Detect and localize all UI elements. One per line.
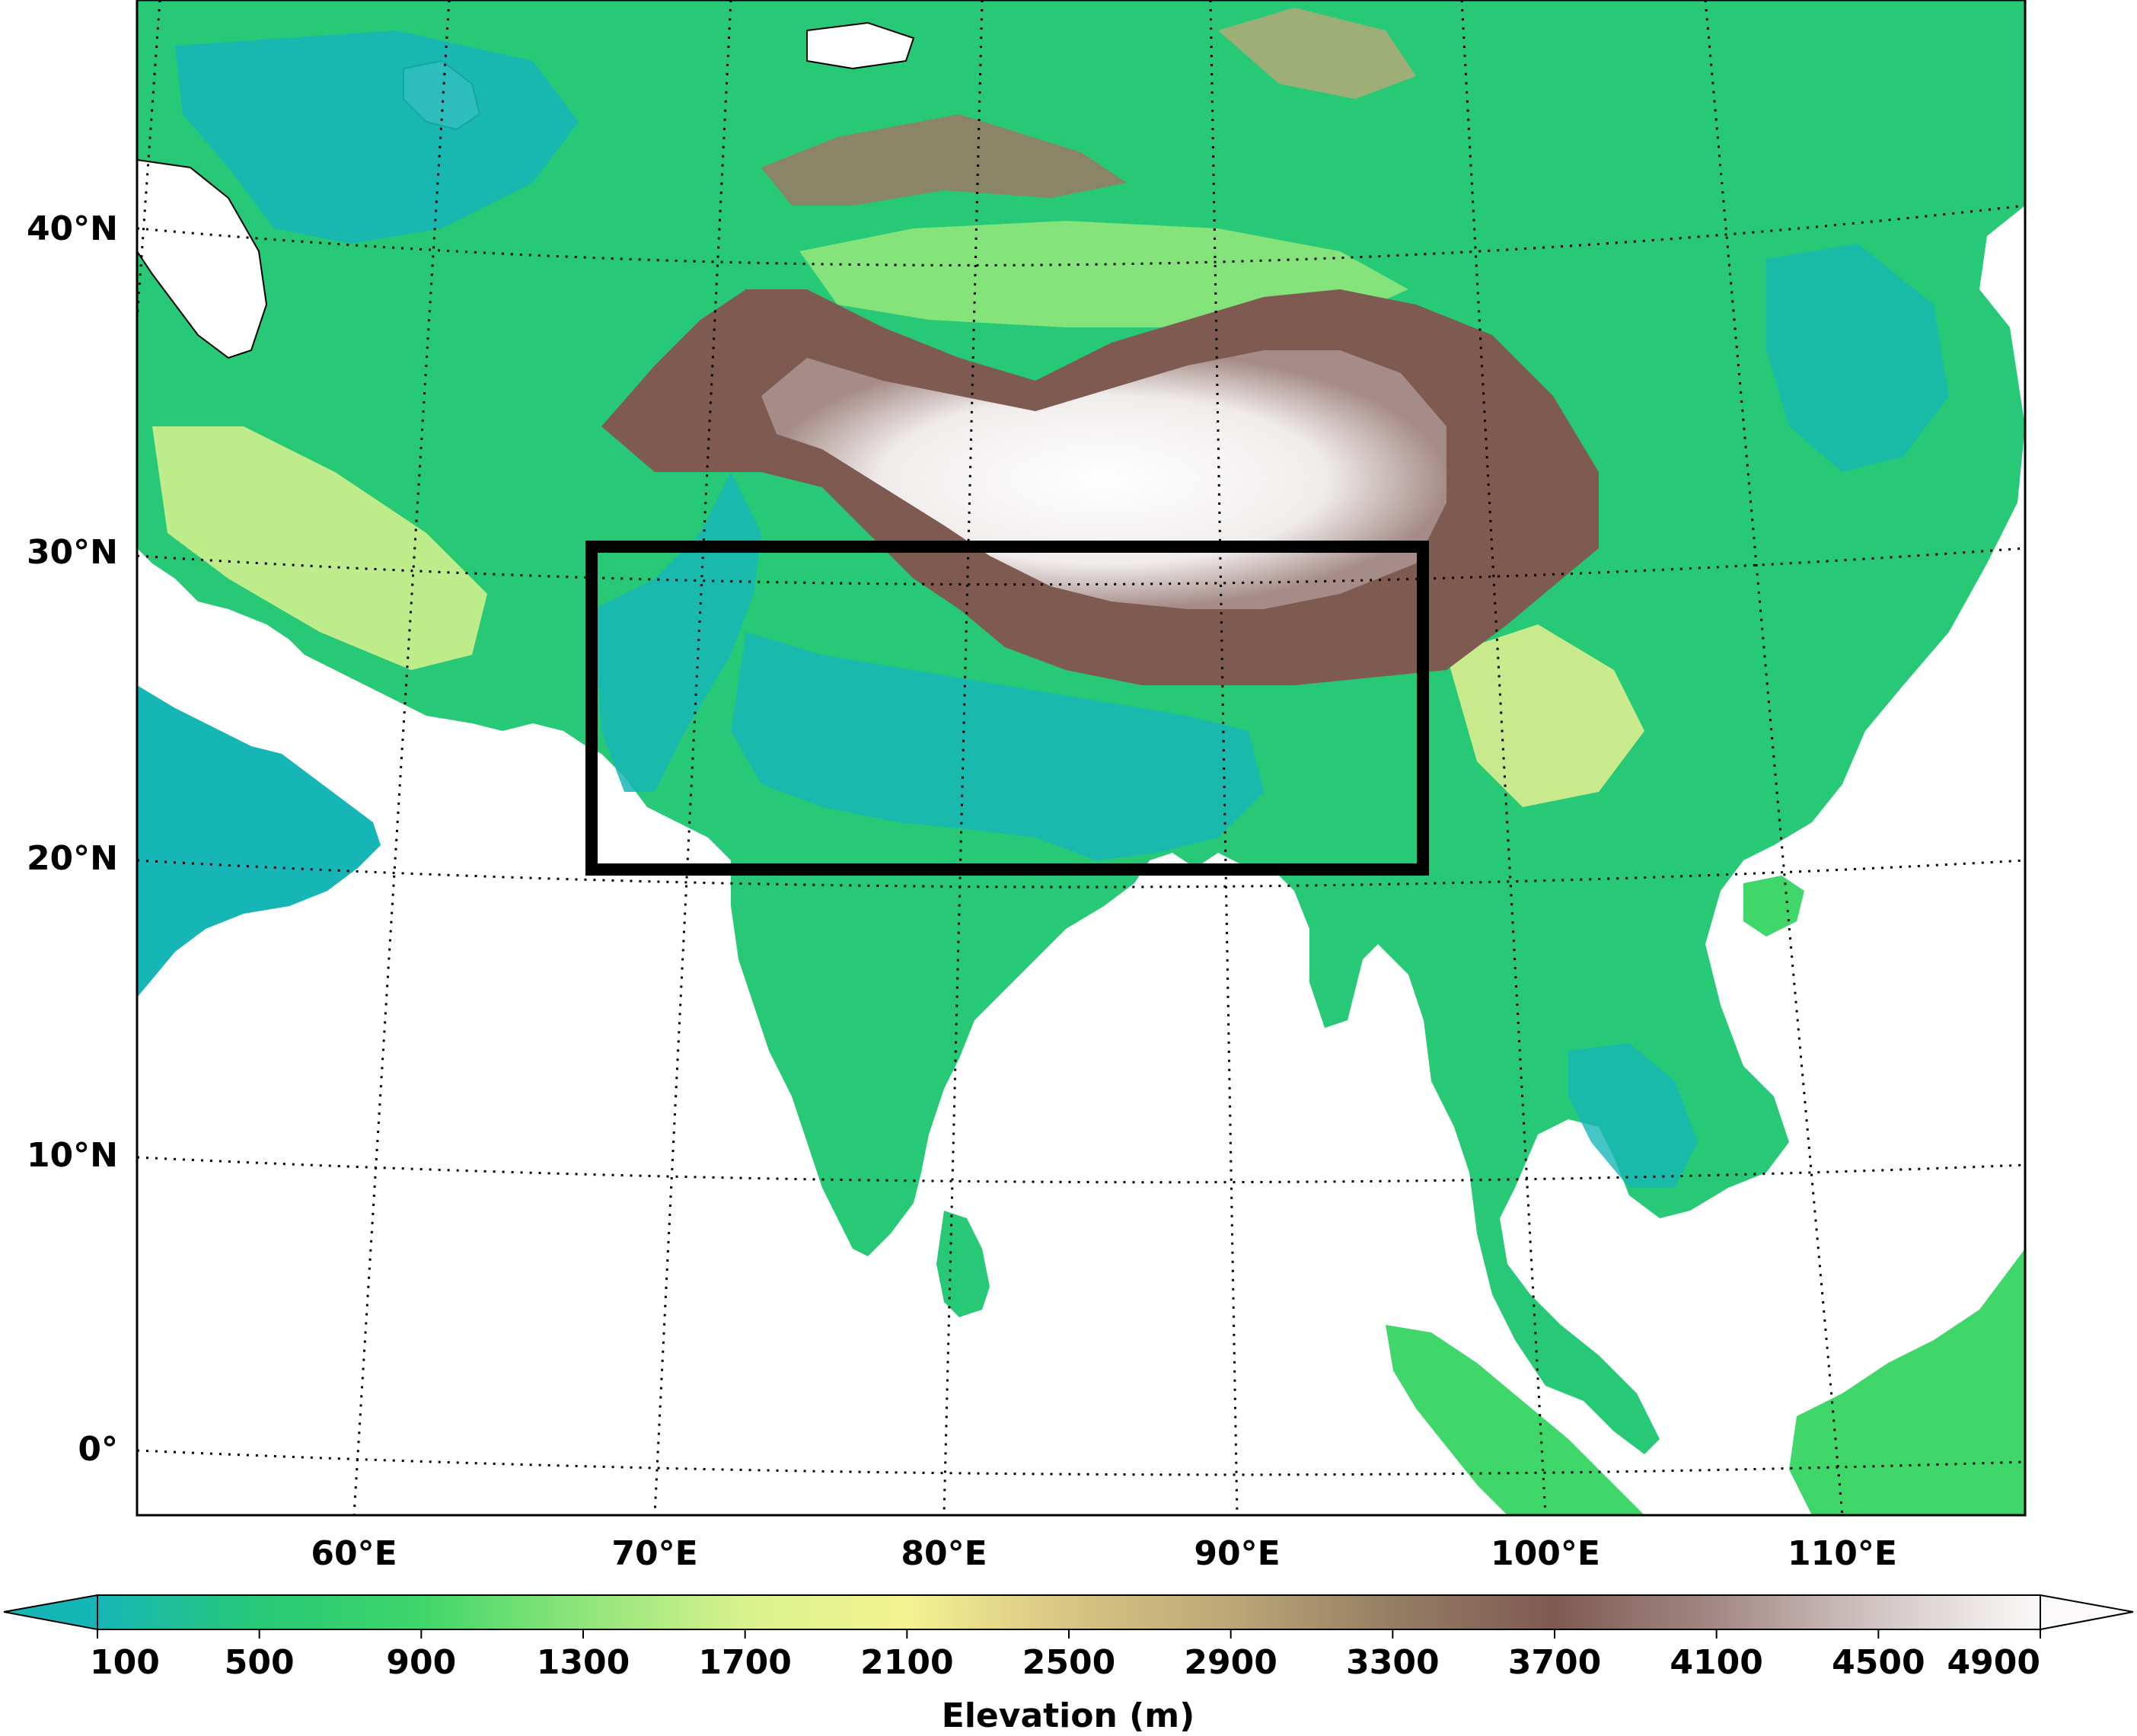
colorbar-title: Elevation (m) [942, 1696, 1194, 1733]
colorbar-tick-label: 1700 [698, 1643, 791, 1682]
lat-label-0: 0° [78, 1430, 118, 1469]
colorbar-tick-label: 2500 [1022, 1643, 1115, 1682]
map-area [137, 0, 2025, 1515]
lat-label-40n: 40°N [27, 209, 118, 248]
lat-label-10n: 10°N [27, 1136, 118, 1175]
land-srilanka [936, 1211, 990, 1317]
colorbar-tick-label: 500 [225, 1643, 295, 1682]
land-sumatra [1386, 1325, 1644, 1515]
parallel-0 [137, 1449, 2025, 1476]
lake-balkhash [806, 21, 915, 70]
lon-label-80e: 80°E [901, 1534, 987, 1573]
colorbar-tick-label: 4900 [1947, 1643, 2040, 1682]
lon-label-110e: 110°E [1788, 1534, 1897, 1573]
colorbar-tick-label: 4100 [1670, 1643, 1762, 1682]
colorbar-tick-label: 100 [90, 1643, 160, 1682]
parallel-30n [137, 547, 2025, 586]
parallel-40n [137, 204, 2025, 266]
lon-label-100e: 100°E [1491, 1534, 1600, 1573]
colorbar-body [97, 1594, 2041, 1630]
parallel-20n [137, 859, 2025, 889]
plateau-iran [152, 426, 487, 670]
colorbar: 100 500 900 1300 1700 2100 2500 2900 3300 3700 410… [3, 1594, 2134, 1735]
lon-label-60e: 60°E [311, 1534, 397, 1573]
meridian-80e [943, 0, 984, 1515]
colorbar-extend-high [2040, 1594, 2134, 1631]
colorbar-tick-label: 2100 [860, 1643, 953, 1682]
lowland-sichuan [1766, 244, 1949, 472]
longitude-labels: 60°E 70°E 80°E 90°E 100°E 110°E [311, 1534, 1897, 1573]
caspian-sea [137, 158, 268, 359]
meridian-100e [1460, 0, 1547, 1515]
colorbar-tick-label: 4500 [1832, 1643, 1925, 1682]
colorbar-extend-low [3, 1594, 98, 1631]
colorbar-tick-label: 2900 [1184, 1643, 1277, 1682]
map-frame [136, 0, 2027, 1517]
meridian-70e [653, 0, 732, 1515]
lat-label-30n: 30°N [27, 533, 118, 572]
latitude-labels: 40°N 30°N 20°N 10°N 0° [27, 209, 118, 1469]
lowland-mekong [1568, 1043, 1698, 1188]
meridian-55e [137, 0, 161, 321]
altai-range [1218, 8, 1416, 99]
colorbar-tick-label: 3300 [1346, 1643, 1439, 1682]
highland-yunnan [1446, 624, 1644, 807]
study-region-box [585, 541, 1429, 876]
lat-label-20n: 20°N [27, 839, 118, 878]
lon-label-90e: 90°E [1194, 1534, 1280, 1573]
land-arabia [137, 685, 381, 997]
colorbar-tick-label: 1300 [537, 1643, 630, 1682]
meridian-90e [1209, 0, 1239, 1515]
graticule [137, 0, 2025, 1515]
lowland-ganges [731, 632, 1264, 860]
land-borneo [1789, 1249, 2025, 1515]
parallel-10n [137, 1156, 2025, 1184]
lon-label-70e: 70°E [611, 1534, 697, 1573]
colorbar-tick-label: 900 [386, 1643, 456, 1682]
colorbar-ticks: 100 500 900 1300 1700 2100 2500 2900 3300 3700 410… [90, 1629, 2041, 1682]
lowland-turan [175, 30, 579, 244]
tienshan-range [761, 114, 1127, 206]
colorbar-tick-label: 3700 [1508, 1643, 1601, 1682]
meridian-60e [352, 0, 451, 1515]
